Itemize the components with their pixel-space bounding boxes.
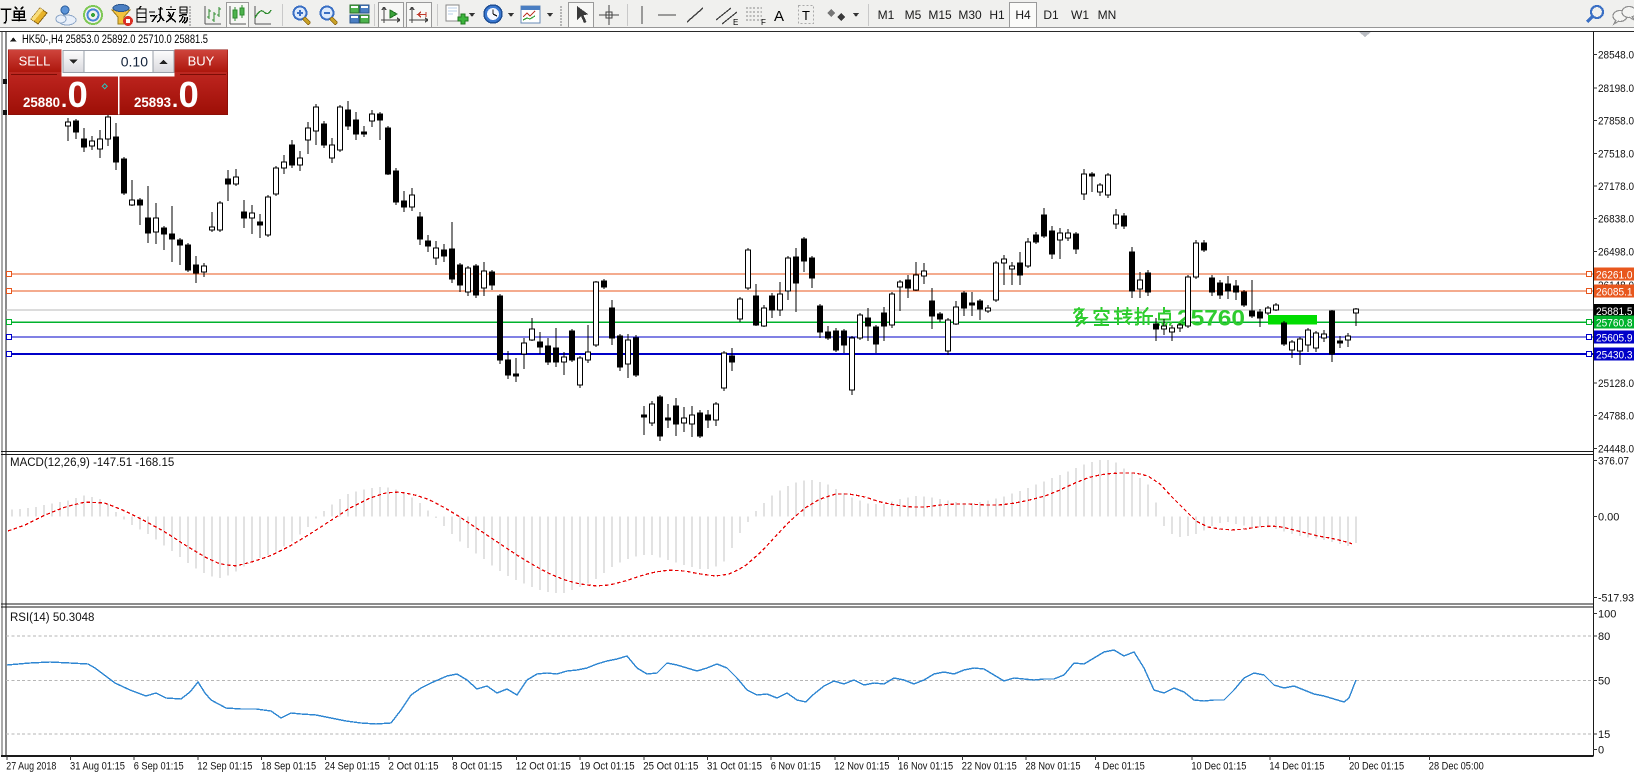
svg-text:F: F bbox=[761, 18, 766, 27]
svg-text:31 Aug 01:15: 31 Aug 01:15 bbox=[70, 761, 125, 773]
svg-text:12 Sep 01:15: 12 Sep 01:15 bbox=[197, 761, 252, 773]
svg-text:SELL: SELL bbox=[19, 54, 51, 69]
svg-text:27858.0: 27858.0 bbox=[1598, 116, 1634, 128]
svg-text:26261.0: 26261.0 bbox=[1596, 270, 1633, 282]
svg-text:4 Dec 01:15: 4 Dec 01:15 bbox=[1095, 761, 1145, 773]
svg-text:24 Sep 01:15: 24 Sep 01:15 bbox=[325, 761, 380, 773]
svg-text:8 Oct 01:15: 8 Oct 01:15 bbox=[452, 761, 502, 773]
svg-text:D1: D1 bbox=[1043, 8, 1059, 22]
svg-text:MN: MN bbox=[1098, 8, 1117, 22]
svg-text:RSI(14) 50.3048: RSI(14) 50.3048 bbox=[10, 612, 94, 624]
svg-text:27 Aug 2018: 27 Aug 2018 bbox=[6, 761, 56, 773]
svg-text:15: 15 bbox=[1598, 729, 1610, 741]
svg-text:A: A bbox=[774, 8, 784, 25]
svg-text:H4: H4 bbox=[1015, 8, 1031, 22]
svg-text:50: 50 bbox=[1598, 676, 1610, 688]
svg-text:MACD(12,26,9) -147.51 -168.15: MACD(12,26,9) -147.51 -168.15 bbox=[10, 457, 174, 469]
svg-text:M15: M15 bbox=[928, 8, 952, 22]
svg-text:.: . bbox=[172, 87, 178, 112]
svg-text:12 Oct 01:15: 12 Oct 01:15 bbox=[516, 761, 571, 773]
svg-text:16 Nov 01:15: 16 Nov 01:15 bbox=[898, 761, 953, 773]
svg-text:M30: M30 bbox=[958, 8, 982, 22]
svg-text:31 Oct 01:15: 31 Oct 01:15 bbox=[707, 761, 762, 773]
svg-text:H1: H1 bbox=[989, 8, 1005, 22]
svg-text:376.07: 376.07 bbox=[1598, 455, 1629, 467]
svg-text:20 Dec 01:15: 20 Dec 01:15 bbox=[1349, 761, 1404, 773]
svg-text:T: T bbox=[802, 8, 810, 23]
svg-text:25430.3: 25430.3 bbox=[1596, 349, 1633, 361]
svg-text:25 Oct 01:15: 25 Oct 01:15 bbox=[643, 761, 698, 773]
svg-text:6 Sep 01:15: 6 Sep 01:15 bbox=[134, 761, 184, 773]
svg-text:-517.93: -517.93 bbox=[1598, 592, 1634, 604]
svg-text:26498.0: 26498.0 bbox=[1598, 246, 1634, 258]
svg-text:28 Nov 01:15: 28 Nov 01:15 bbox=[1026, 761, 1081, 773]
svg-text:28 Dec 05:00: 28 Dec 05:00 bbox=[1429, 761, 1484, 773]
svg-text:6 Nov 01:15: 6 Nov 01:15 bbox=[771, 761, 821, 773]
svg-text:28548.0: 28548.0 bbox=[1598, 49, 1634, 61]
svg-text:E: E bbox=[733, 18, 738, 27]
svg-text:25760.8: 25760.8 bbox=[1596, 318, 1633, 330]
svg-text:27178.0: 27178.0 bbox=[1598, 181, 1634, 193]
svg-text:22 Nov 01:15: 22 Nov 01:15 bbox=[962, 761, 1017, 773]
svg-text:28198.0: 28198.0 bbox=[1598, 83, 1634, 95]
svg-text:18 Sep 01:15: 18 Sep 01:15 bbox=[261, 761, 316, 773]
svg-text:2 Oct 01:15: 2 Oct 01:15 bbox=[389, 761, 439, 773]
svg-text:25880: 25880 bbox=[23, 94, 60, 110]
svg-text:W1: W1 bbox=[1071, 8, 1089, 22]
svg-text:14 Dec 01:15: 14 Dec 01:15 bbox=[1269, 761, 1324, 773]
svg-text:25893: 25893 bbox=[134, 94, 171, 110]
svg-text:BUY: BUY bbox=[188, 54, 215, 69]
svg-text:25128.0: 25128.0 bbox=[1598, 378, 1634, 390]
svg-text:HK50-,H4 25853.0 25892.0 2571: HK50-,H4 25853.0 25892.0 25710.0 25881.5 bbox=[22, 34, 208, 46]
svg-text:26085.1: 26085.1 bbox=[1596, 286, 1633, 298]
svg-text:0: 0 bbox=[179, 74, 199, 115]
svg-text:12 Nov 01:15: 12 Nov 01:15 bbox=[834, 761, 889, 773]
svg-text:25605.9: 25605.9 bbox=[1596, 332, 1633, 344]
svg-text:M5: M5 bbox=[905, 8, 922, 22]
svg-text:25881.5: 25881.5 bbox=[1596, 306, 1633, 318]
svg-text:24448.0: 24448.0 bbox=[1598, 443, 1634, 455]
svg-text:19 Oct 01:15: 19 Oct 01:15 bbox=[580, 761, 635, 773]
svg-text:0: 0 bbox=[1598, 744, 1604, 756]
svg-text:80: 80 bbox=[1598, 631, 1610, 643]
svg-text:100: 100 bbox=[1598, 608, 1616, 620]
svg-text:27518.0: 27518.0 bbox=[1598, 148, 1634, 160]
svg-text:24788.0: 24788.0 bbox=[1598, 411, 1634, 423]
svg-text:M1: M1 bbox=[878, 8, 895, 22]
svg-text:26838.0: 26838.0 bbox=[1598, 214, 1634, 226]
svg-text:0: 0 bbox=[68, 74, 88, 115]
svg-text:0.10: 0.10 bbox=[121, 54, 148, 70]
svg-text:0.00: 0.00 bbox=[1598, 512, 1619, 524]
svg-text:10 Dec 01:15: 10 Dec 01:15 bbox=[1191, 761, 1246, 773]
svg-text:.: . bbox=[61, 87, 67, 112]
